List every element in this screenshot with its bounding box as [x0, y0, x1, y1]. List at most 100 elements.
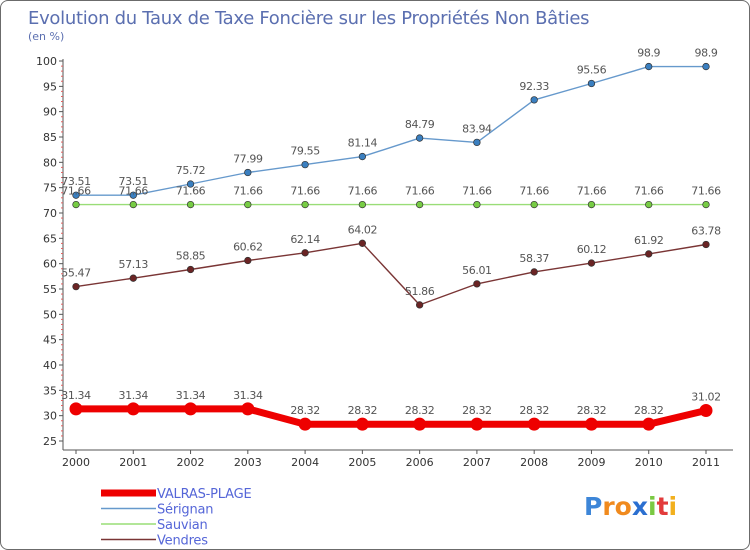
data-label: 92.33 — [519, 80, 549, 93]
series-layer: 73.51 73.51 75.72 77.99 79.55 81.14 84.79 83.94… — [61, 47, 722, 431]
data-point — [186, 180, 195, 188]
logo-letter: r — [602, 492, 615, 521]
logo-letter: P — [584, 492, 602, 521]
data-point — [587, 259, 596, 267]
x-tick-label: 2011 — [692, 456, 720, 469]
logo-letter: o — [615, 492, 632, 521]
data-label: 77.99 — [233, 153, 263, 166]
data-point — [415, 301, 424, 309]
data-point — [527, 417, 541, 431]
x-tick-label: 2003 — [234, 456, 262, 469]
data-label: 57.13 — [119, 258, 149, 271]
data-label: 51.86 — [405, 285, 435, 298]
data-point — [645, 250, 653, 258]
data-label: 31.02 — [691, 390, 721, 403]
data-label: 71.66 — [176, 185, 206, 198]
data-label: 63.78 — [691, 225, 721, 238]
data-label: 28.32 — [290, 404, 320, 417]
data-point — [358, 239, 367, 247]
data-label: 28.32 — [634, 404, 664, 417]
data-label: 58.37 — [519, 252, 549, 265]
data-point — [126, 402, 140, 416]
y-tick-label: 45 — [43, 334, 57, 347]
chart-subtitle: (en %) — [28, 30, 64, 43]
series-line — [76, 65, 706, 196]
data-label: 83.94 — [462, 122, 492, 135]
data-label: 60.62 — [233, 241, 263, 254]
data-point — [473, 280, 481, 288]
data-label: 28.32 — [348, 404, 378, 417]
data-point — [702, 240, 710, 249]
data-point — [470, 417, 484, 431]
data-label: 64.02 — [348, 223, 378, 236]
data-point — [413, 417, 427, 431]
data-label: 71.66 — [691, 185, 721, 198]
data-label: 62.14 — [290, 233, 320, 246]
logo-letter: t — [657, 492, 669, 521]
data-point — [244, 168, 252, 177]
data-label: 60.12 — [577, 243, 607, 256]
data-label: 71.66 — [577, 185, 607, 198]
data-label: 28.32 — [577, 404, 607, 417]
data-point — [298, 417, 312, 431]
x-tick-label: 2007 — [463, 456, 491, 469]
data-point — [355, 417, 369, 431]
data-label: 71.66 — [462, 185, 492, 198]
data-label: 71.66 — [61, 185, 91, 198]
x-tick-label: 2006 — [406, 456, 434, 469]
data-label: 79.55 — [290, 145, 320, 158]
legend-label: Sauvian — [157, 518, 208, 533]
data-point — [244, 200, 252, 209]
y-tick-label: 60 — [43, 258, 57, 271]
data-point — [699, 403, 713, 417]
series-s-rignan: 73.51 73.51 75.72 77.99 79.55 81.14 84.79 83.94… — [61, 47, 718, 199]
data-label: 28.32 — [462, 404, 492, 417]
data-point — [72, 200, 80, 209]
data-point — [72, 191, 80, 199]
series-line — [76, 405, 707, 428]
data-label: 31.34 — [176, 389, 206, 402]
y-tick-label: 95 — [43, 80, 57, 93]
data-point — [69, 402, 83, 416]
data-point — [584, 417, 598, 431]
y-tick-label: 90 — [43, 106, 57, 119]
data-label: 81.14 — [348, 137, 378, 150]
y-tick-label: 25 — [43, 435, 57, 448]
legend-label: Vendres — [157, 534, 208, 549]
x-tick-label: 2000 — [62, 456, 90, 469]
y-tick-label: 85 — [43, 131, 57, 144]
data-label: 61.92 — [634, 234, 664, 247]
data-point — [473, 138, 481, 147]
data-label: 73.51 — [61, 175, 91, 188]
data-point — [530, 268, 538, 276]
y-tick-label: 100 — [36, 55, 57, 68]
logo-letter: i — [648, 492, 657, 521]
legend-label: Sérignan — [157, 503, 213, 518]
x-tick-label: 2002 — [177, 456, 205, 469]
data-point — [702, 62, 710, 71]
data-point — [129, 200, 137, 209]
data-point — [186, 200, 195, 209]
y-tick-label: 80 — [43, 156, 57, 169]
data-label: 71.66 — [119, 185, 149, 198]
chart-title: Evolution du Taux de Taxe Foncière sur l… — [28, 8, 589, 29]
data-label: 31.34 — [119, 389, 149, 402]
data-label: 71.66 — [405, 185, 435, 198]
data-point — [244, 256, 252, 265]
data-label: 28.32 — [519, 404, 549, 417]
data-label: 95.56 — [577, 63, 607, 76]
y-tick-label: 30 — [43, 410, 57, 423]
y-tick-label: 65 — [43, 232, 57, 245]
data-label: 56.01 — [462, 264, 492, 277]
data-label: 71.66 — [290, 185, 320, 198]
data-label: 31.34 — [233, 389, 263, 402]
data-label: 84.79 — [405, 118, 435, 131]
data-point — [358, 200, 367, 209]
x-tick-label: 2008 — [520, 456, 548, 469]
data-label: 55.47 — [61, 267, 91, 280]
data-point — [129, 274, 137, 282]
data-point — [301, 200, 309, 209]
axes: 25 30 35 40 45 50 55 60 65 70 75 80 85 90 95 100 2000 200… — [36, 55, 733, 469]
